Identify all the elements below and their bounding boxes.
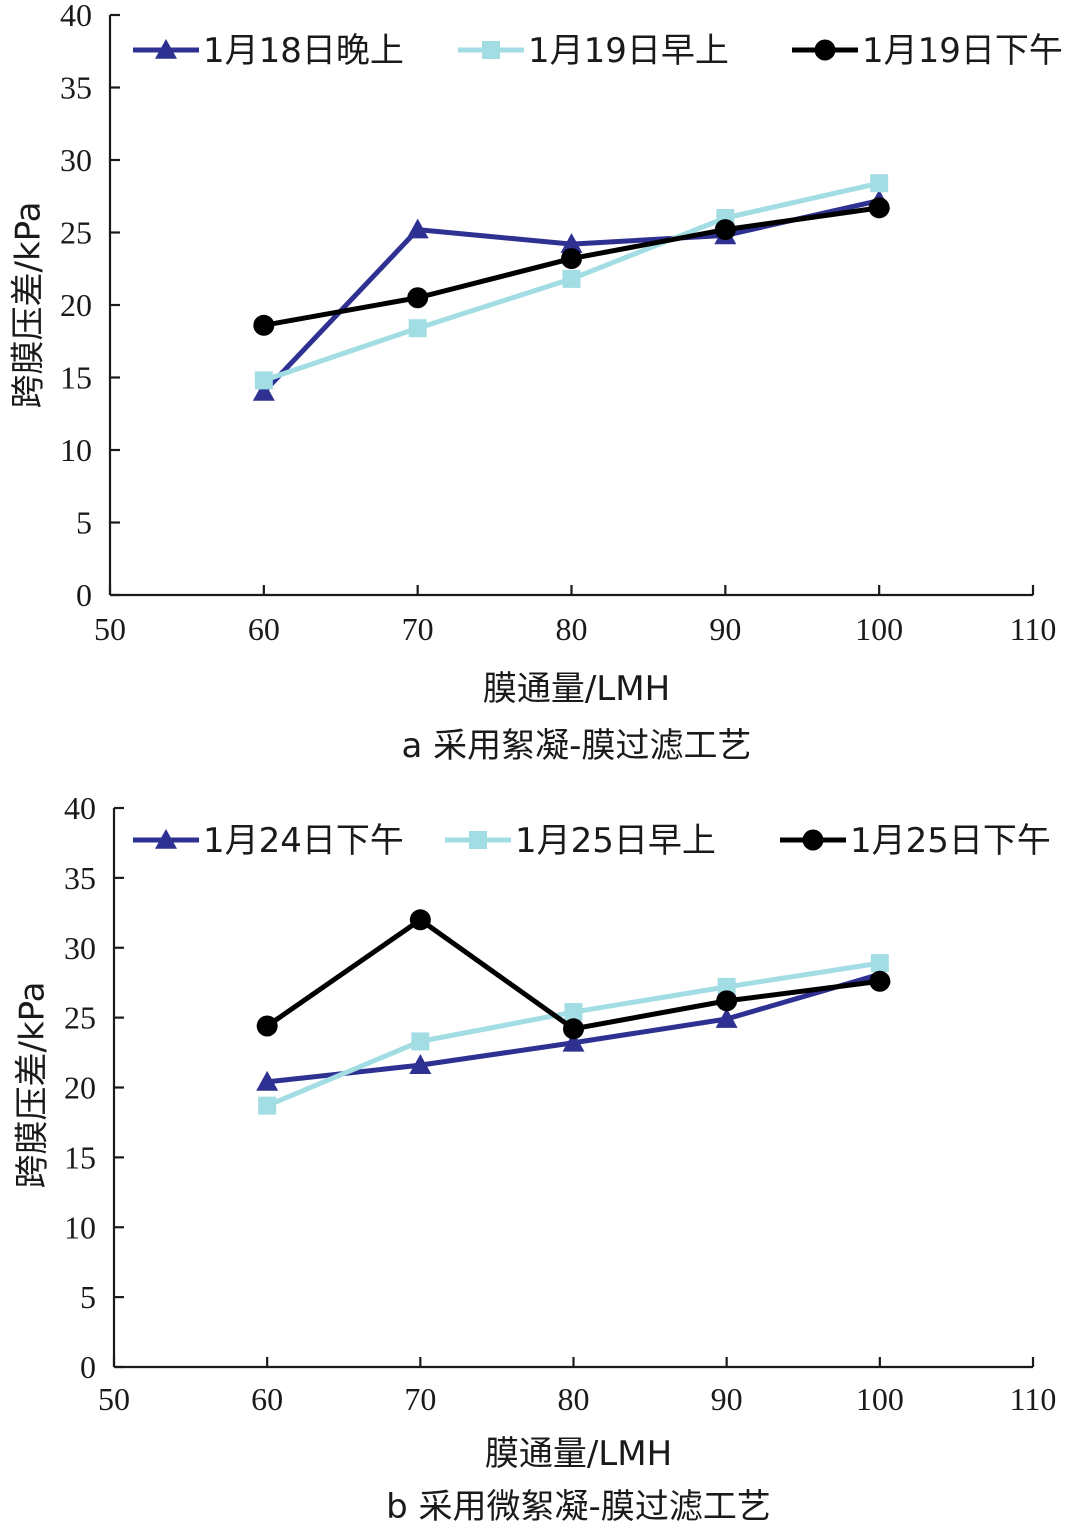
y-tick-label: 40 (64, 790, 96, 826)
data-point (560, 233, 583, 253)
legend-label: 1月24日下午 (203, 821, 404, 861)
data-point (406, 218, 429, 239)
y-tick-label: 30 (64, 930, 96, 966)
legend-label: 1月19日下午 (862, 31, 1063, 71)
y-tick-label: 30 (60, 142, 92, 178)
data-point (562, 1031, 585, 1052)
y-tick-label: 20 (64, 1070, 96, 1106)
y-tick-label: 25 (60, 215, 92, 251)
x-tick-label: 50 (98, 1381, 130, 1417)
data-point (564, 1003, 583, 1022)
y-tick-label: 40 (60, 0, 92, 33)
data-point (258, 1096, 277, 1115)
data-point (411, 1032, 430, 1051)
legend-label: 1月25日早上 (515, 821, 716, 861)
legend: 1月24日下午 1月25日早上 1月25日下午 (133, 821, 1051, 861)
chart-panel-b: 0 5 10 15 20 25 30 35 40 50 60 70 80 90 100 110 膜通量/LMH 跨… (13, 790, 1057, 1527)
y-tick-label: 35 (64, 860, 96, 896)
data-point (253, 314, 275, 336)
x-tick-label: 70 (404, 1381, 436, 1417)
y-tick-label: 10 (64, 1209, 96, 1245)
data-point (563, 1018, 584, 1040)
x-tick-label: 110 (1010, 1381, 1057, 1417)
y-tick-label: 0 (76, 577, 92, 613)
legend-marker (802, 829, 824, 851)
data-point (256, 1015, 278, 1037)
data-point (252, 381, 275, 401)
x-tick-label: 80 (556, 611, 588, 647)
x-tick-label: 50 (94, 611, 126, 647)
data-point (715, 1008, 738, 1028)
data-point (562, 269, 581, 288)
legend-marker (469, 831, 487, 849)
x-tick-label: 90 (711, 1381, 743, 1417)
legend-marker (482, 41, 500, 59)
data-point (407, 287, 429, 309)
data-point (716, 990, 738, 1012)
x-tick-label: 60 (251, 1381, 283, 1417)
data-point (409, 909, 431, 931)
y-axis-title: 跨膜压差/kPa (13, 982, 53, 1189)
y-tick-label: 10 (60, 432, 92, 468)
chart-caption: b 采用微絮凝-膜过滤工艺 (386, 1487, 771, 1527)
legend: 1月18日晚上 1月19日早上 1月19日下午 (133, 31, 1063, 71)
legend-marker (814, 39, 836, 61)
y-tick-label: 5 (76, 505, 92, 541)
data-point (870, 954, 889, 973)
data-point (714, 219, 736, 241)
data-point (561, 248, 582, 270)
y-tick-label: 20 (60, 287, 92, 323)
data-point (256, 1070, 279, 1091)
y-tick-label: 15 (60, 360, 92, 396)
x-axis-title: 膜通量/LMH (483, 669, 670, 709)
series-1 (258, 954, 889, 1115)
x-tick-label: 70 (402, 611, 434, 647)
legend-label: 1月25日下午 (850, 821, 1051, 861)
legend-marker (155, 39, 177, 59)
chart-caption: a 采用絮凝-膜过滤工艺 (402, 726, 752, 766)
data-point (408, 319, 427, 338)
x-tick-label: 80 (558, 1381, 590, 1417)
x-tick-label: 110 (1010, 611, 1057, 647)
series-1 (254, 174, 889, 390)
x-tick-label: 90 (709, 611, 741, 647)
series-2 (253, 197, 890, 336)
y-tick-label: 25 (64, 1000, 96, 1036)
series-line (262, 198, 880, 394)
chart-panel-a: 0 5 10 15 20 25 30 35 40 50 60 70 80 90 100 110 膜通量/LMH 跨… (9, 0, 1063, 766)
y-tick-label: 15 (64, 1139, 96, 1175)
legend-label: 1月19日早上 (528, 31, 729, 71)
y-axis-title: 跨膜压差/kPa (9, 202, 49, 409)
x-tick-label: 100 (856, 1381, 904, 1417)
legend-label: 1月18日晚上 (203, 31, 404, 71)
y-tick-label: 5 (80, 1279, 96, 1315)
y-tick-label: 0 (80, 1349, 96, 1385)
data-point (254, 371, 273, 390)
series-2 (256, 909, 891, 1040)
data-point (868, 197, 890, 219)
x-tick-label: 100 (855, 611, 903, 647)
data-point (869, 970, 891, 992)
data-point (409, 1054, 432, 1074)
y-tick-label: 35 (60, 70, 92, 106)
x-axis-title: 膜通量/LMH (485, 1434, 672, 1474)
data-point (870, 174, 889, 193)
legend-marker (155, 829, 177, 849)
x-tick-label: 60 (248, 611, 280, 647)
